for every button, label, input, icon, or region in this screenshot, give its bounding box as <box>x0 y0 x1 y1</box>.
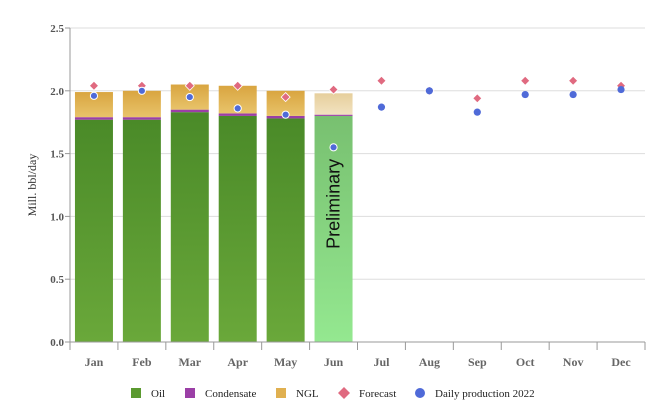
legend-swatch <box>185 388 195 398</box>
y-tick-label: 1.5 <box>50 149 64 161</box>
daily-production-marker <box>185 92 194 102</box>
daily-production-marker <box>137 86 146 95</box>
forecast-marker <box>232 80 243 91</box>
daily-production-marker <box>329 143 338 152</box>
forecast-marker <box>328 84 339 95</box>
forecast-marker <box>520 75 531 86</box>
y-tick-label: 0.0 <box>50 337 64 349</box>
bar-condensate <box>170 109 209 113</box>
legend-label: Forecast <box>359 388 396 400</box>
legend-label: NGL <box>296 388 319 400</box>
x-tick-label: Dec <box>611 355 631 369</box>
x-tick-label: Jan <box>85 355 104 369</box>
legend-swatch <box>131 388 141 398</box>
x-tick-label: Apr <box>227 355 248 369</box>
x-tick-label: May <box>274 355 297 369</box>
x-tick-label: Oct <box>516 355 535 369</box>
legend-swatch <box>276 388 286 398</box>
x-tick-label: Aug <box>419 355 440 369</box>
markers <box>88 75 627 152</box>
bar-oil <box>170 112 209 342</box>
legend-label: Daily production 2022 <box>435 388 535 400</box>
daily-production-marker <box>521 90 529 99</box>
bar-condensate <box>314 114 353 116</box>
bar-oil <box>218 115 257 342</box>
x-tick-label: Jul <box>373 355 390 369</box>
x-tick-label: Nov <box>563 355 584 369</box>
bar-ngl <box>314 93 353 115</box>
forecast-marker <box>280 92 291 103</box>
daily-production-marker <box>233 104 242 113</box>
legend-label: Oil <box>151 388 165 400</box>
bar-oil <box>266 118 305 342</box>
y-tick-label: 2.0 <box>50 86 64 98</box>
x-tick-label: Sep <box>468 355 487 369</box>
legend: Oil Condensate NGL Forecast Daily production… <box>131 387 535 400</box>
legend-swatch <box>415 388 425 398</box>
axes: 0.0 0.5 1.0 1.5 2.0 2.5 Jan Feb Mar Apr May Jun Jul A… <box>50 23 646 369</box>
daily-production-marker <box>281 110 290 119</box>
y-axis-label: Mill. bbl/day <box>25 154 39 217</box>
y-tick-label: 2.5 <box>50 23 64 35</box>
bar-oil <box>314 115 353 342</box>
daily-production-marker <box>569 90 577 99</box>
y-tick-label: 0.5 <box>50 274 64 286</box>
bars <box>74 84 353 342</box>
daily-production-marker <box>617 85 625 94</box>
forecast-marker <box>568 75 579 86</box>
forecast-marker <box>88 80 100 91</box>
forecast-marker <box>184 80 195 91</box>
legend-swatch <box>338 387 350 399</box>
bar-condensate <box>218 113 257 116</box>
bar-oil <box>122 119 161 342</box>
daily-production-marker <box>425 87 433 95</box>
forecast-marker <box>472 93 483 104</box>
x-tick-label: Jun <box>324 355 344 369</box>
y-tick-label: 1.0 <box>50 211 64 223</box>
x-tick-label: Feb <box>132 355 152 369</box>
forecast-marker <box>376 75 387 86</box>
bar-condensate <box>122 117 161 120</box>
bar-condensate <box>74 117 113 120</box>
daily-production-marker <box>89 91 99 100</box>
daily-production-marker <box>377 103 386 111</box>
bar-oil <box>74 119 113 342</box>
bar-ngl <box>122 90 161 118</box>
preliminary-annotation: Preliminary <box>324 159 344 249</box>
x-tick-label: Mar <box>178 355 201 369</box>
daily-production-marker <box>473 108 481 116</box>
legend-label: Condensate <box>205 388 256 400</box>
